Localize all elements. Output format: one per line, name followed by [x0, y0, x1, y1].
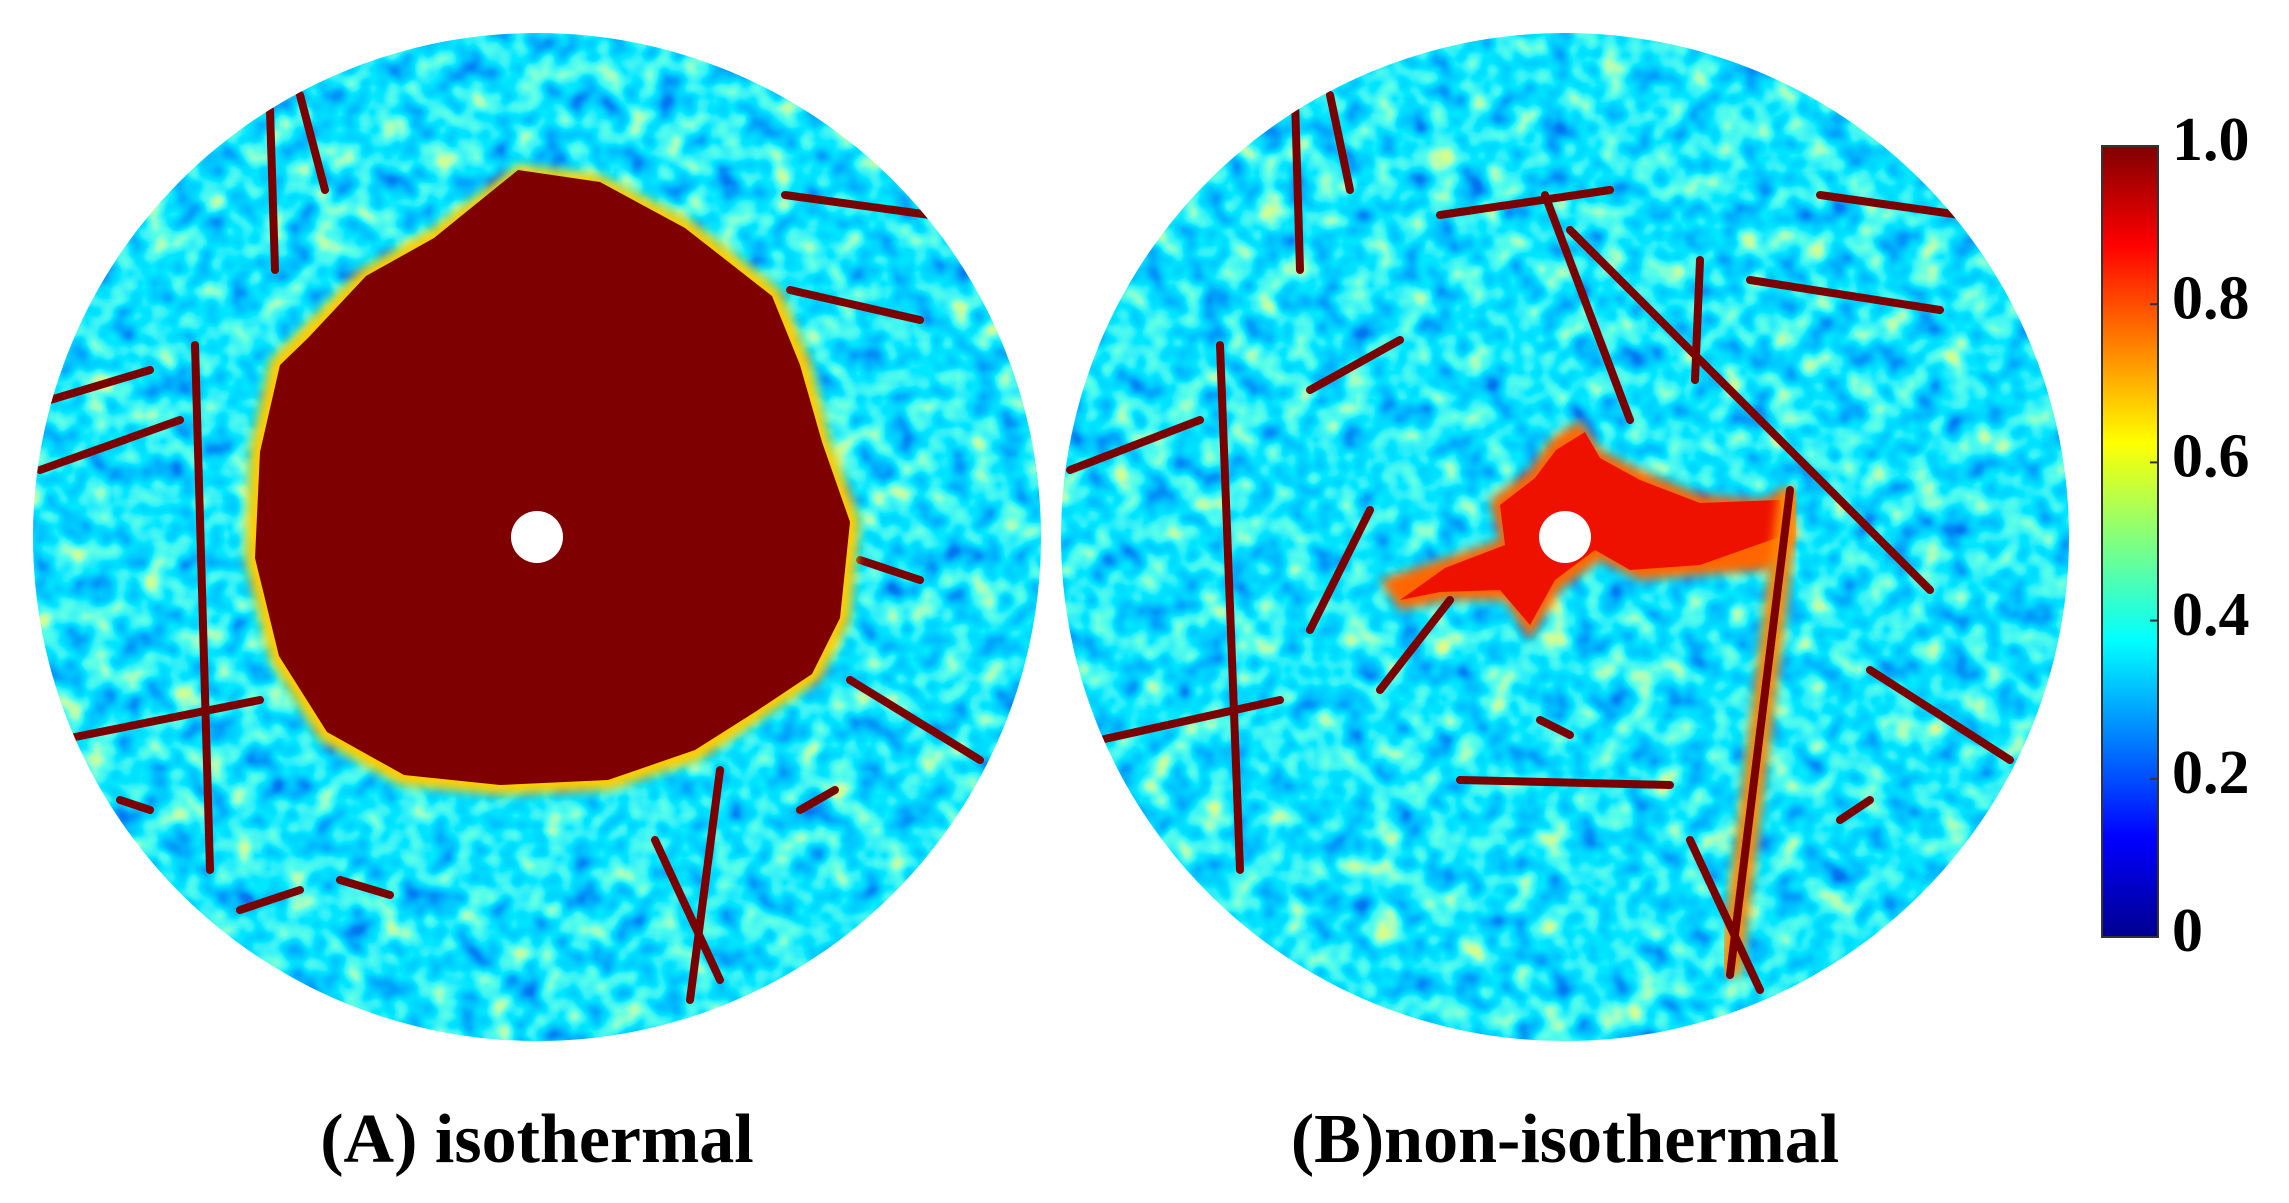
- colorbar-tick-label: 0.2: [2172, 739, 2250, 807]
- panel-a-field: [33, 33, 1041, 1041]
- colorbar-tick-label: 1.0: [2172, 106, 2250, 174]
- colorbar-tick-label: 0.8: [2172, 264, 2250, 332]
- colorbar-tick-label: 0.4: [2172, 581, 2250, 649]
- panel-label: (B)non-isothermal: [1291, 1101, 1839, 1178]
- colorbar: [2101, 145, 2159, 938]
- colorbar-tick-label: 0: [2172, 897, 2203, 965]
- colorbar-tick-label: 0.6: [2172, 423, 2250, 491]
- injection-well: [1539, 511, 1591, 563]
- panel-label: (A) isothermal: [320, 1101, 754, 1178]
- injection-well: [511, 511, 563, 563]
